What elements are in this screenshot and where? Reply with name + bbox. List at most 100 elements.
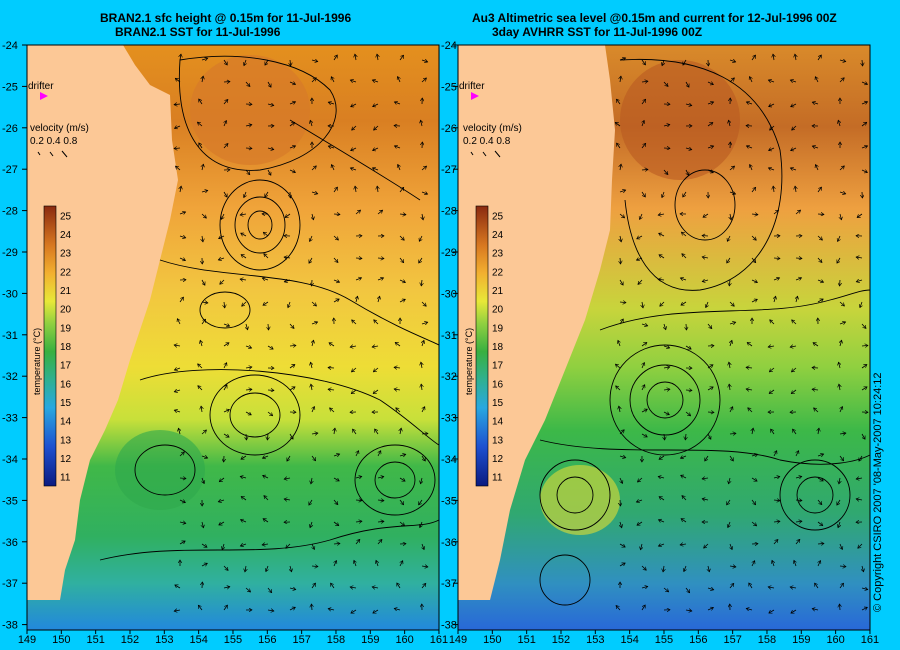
current-vector — [312, 340, 314, 347]
current-vector — [664, 433, 665, 440]
colorbar-tick-label: 22 — [492, 267, 504, 278]
current-vector — [791, 148, 797, 151]
colorbar-tick-label: 16 — [492, 379, 504, 390]
current-vector — [663, 169, 668, 175]
current-vector — [245, 169, 250, 175]
current-vector — [245, 389, 252, 390]
current-vector — [333, 187, 338, 193]
current-vector — [685, 148, 692, 150]
current-vector — [290, 565, 292, 572]
current-vector — [861, 82, 868, 84]
lat-tick-label: -34 — [2, 454, 18, 466]
current-vector — [263, 519, 269, 523]
current-vector — [178, 428, 180, 435]
lat-tick-label: -27 — [441, 164, 457, 176]
current-vector — [244, 191, 246, 198]
current-vector — [201, 58, 208, 60]
current-vector — [223, 409, 229, 412]
current-vector — [619, 430, 624, 435]
current-vector — [839, 583, 844, 589]
current-vector — [355, 539, 360, 545]
current-vector — [174, 368, 181, 370]
current-vector — [420, 521, 422, 528]
current-vector — [311, 60, 318, 62]
current-vector — [658, 477, 665, 478]
current-vector — [262, 278, 269, 280]
current-vector — [795, 186, 796, 193]
current-vector — [223, 324, 230, 326]
current-vector — [355, 476, 362, 478]
current-vector — [619, 58, 626, 60]
left-title-line1: BRAN2.1 sfc height @ 0.15m for 11-Jul-19… — [100, 11, 352, 25]
current-vector — [751, 454, 758, 456]
current-vector — [245, 346, 252, 348]
current-vector — [729, 120, 730, 127]
current-vector — [377, 258, 384, 259]
right-current-arrows — [615, 54, 868, 613]
current-vector — [840, 407, 842, 413]
current-vector — [373, 367, 379, 372]
current-vector — [748, 408, 753, 413]
current-vector — [728, 521, 730, 528]
current-vector — [729, 477, 730, 484]
left-cool-eddy — [115, 430, 205, 510]
current-vector — [839, 566, 846, 567]
lon-tick-label: 158 — [758, 634, 776, 646]
lat-tick-label: -35 — [441, 495, 457, 507]
left-warm-eddy-core — [190, 55, 310, 165]
current-vector — [641, 169, 648, 170]
current-vector — [839, 477, 840, 484]
current-vector — [616, 99, 621, 105]
current-vector — [619, 406, 620, 413]
right-longitude-ticks: 149 150 151 152 153 154 155 156 157 158 159 160 161 — [449, 630, 879, 646]
current-vector — [619, 213, 625, 218]
current-vector — [331, 77, 334, 83]
current-vector — [620, 521, 622, 528]
current-vector — [222, 543, 224, 550]
current-vector — [312, 407, 314, 413]
current-vector — [641, 191, 645, 197]
current-vector — [663, 565, 664, 572]
current-vector — [729, 455, 733, 461]
current-vector — [817, 235, 822, 240]
current-vector — [729, 78, 734, 83]
current-vector — [730, 213, 731, 220]
current-vector — [685, 433, 686, 440]
current-vector — [861, 122, 867, 127]
current-vector — [180, 186, 181, 193]
current-vector — [289, 386, 295, 391]
current-vector — [351, 389, 357, 394]
current-vector — [202, 279, 205, 285]
lat-tick-label: -38 — [441, 620, 457, 632]
colorbar-tick-label: 17 — [60, 361, 72, 372]
current-vector — [266, 565, 268, 572]
current-vector — [747, 342, 753, 347]
current-vector — [421, 583, 426, 589]
current-vector — [352, 125, 357, 130]
current-vector — [839, 60, 846, 62]
current-vector — [284, 478, 291, 479]
current-vector — [333, 235, 338, 240]
current-vector — [289, 122, 295, 127]
current-vector — [400, 561, 403, 567]
current-vector — [615, 122, 621, 127]
current-vector — [264, 496, 269, 501]
current-vector — [838, 521, 840, 528]
current-vector — [840, 543, 842, 549]
current-vector — [663, 587, 669, 592]
colorbar-tick-label: 16 — [60, 379, 72, 390]
current-vector — [377, 278, 384, 280]
current-vector — [223, 191, 227, 197]
current-vector — [240, 544, 247, 546]
current-vector — [857, 213, 863, 217]
current-vector — [263, 232, 269, 237]
current-vector — [284, 499, 291, 500]
current-vector — [267, 81, 271, 87]
current-vector — [638, 279, 643, 284]
current-vector — [772, 560, 774, 567]
current-vector — [267, 411, 273, 416]
current-vector — [179, 500, 185, 503]
current-vector — [398, 164, 400, 171]
lat-tick-label: -28 — [2, 206, 18, 218]
current-vector — [862, 59, 863, 66]
